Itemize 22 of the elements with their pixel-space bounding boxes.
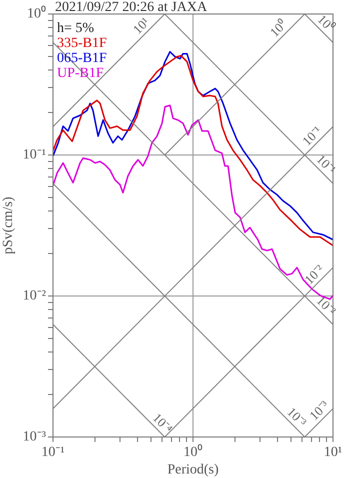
annotation: 10⁻² — [301, 262, 327, 288]
x-tick-label: 10⁻¹ — [41, 445, 65, 460]
x-tick-label: 10¹ — [324, 445, 342, 460]
text: 335-B1F — [57, 36, 107, 51]
x-axis-title: Period(s) — [167, 462, 219, 478]
x-tick-label: 10⁰ — [184, 444, 202, 460]
y-tick-label: 10⁻³ — [22, 430, 46, 445]
annotation: 10⁻⁴ — [150, 410, 176, 436]
text: 065-B1F — [57, 51, 107, 66]
annotation: 10¹ — [130, 14, 152, 37]
annotation: 10⁰ — [314, 12, 338, 35]
y-axis-title: pSv(cm/s) — [1, 196, 16, 254]
y-tick-label: 10⁻¹ — [22, 148, 46, 163]
annotation: 10⁻¹ — [299, 123, 325, 148]
annotation: 10⁻² — [314, 292, 340, 318]
y-tick-label: 10⁰ — [27, 6, 46, 22]
text: UP-B1F — [57, 66, 104, 81]
annotation: 10⁻¹ — [314, 151, 340, 177]
annotation: h= 5% — [57, 21, 94, 36]
y-tick-label: 10⁻² — [22, 288, 46, 304]
annotation: 10⁰ — [266, 16, 290, 40]
chart-title: 2021/09/27 20:26 at JAXA — [55, 0, 208, 15]
